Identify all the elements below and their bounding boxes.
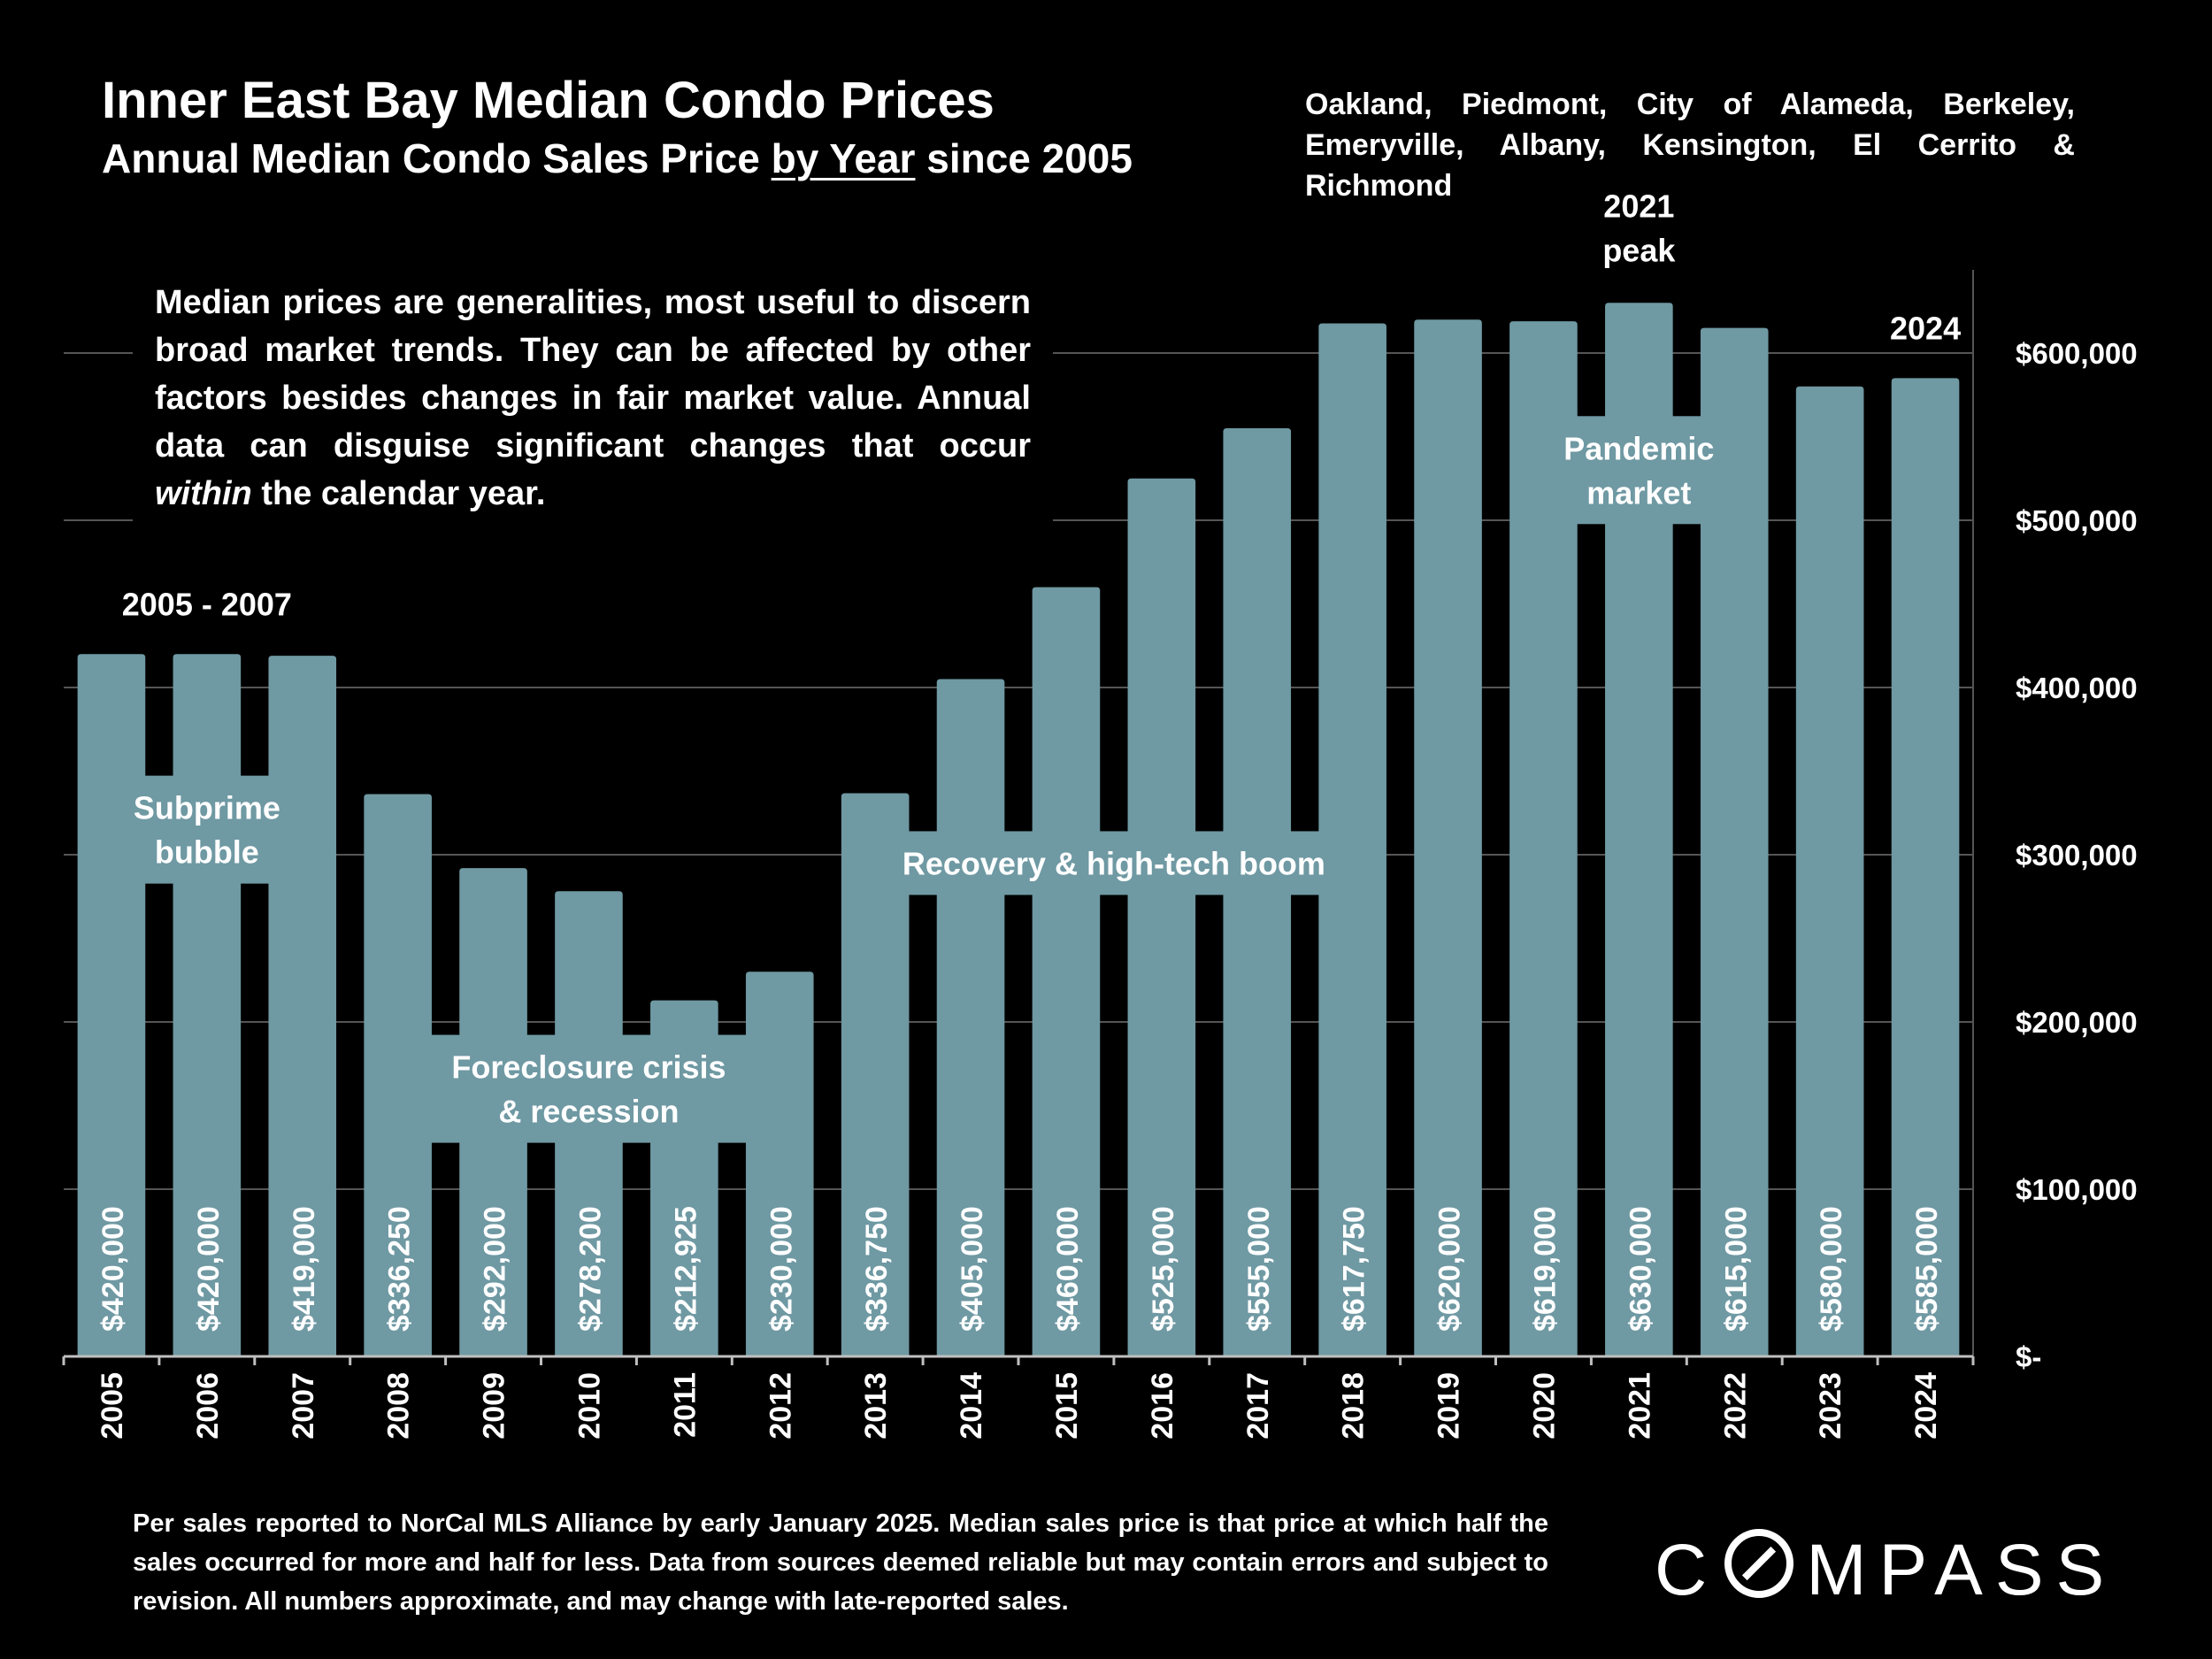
bar — [1127, 478, 1196, 1356]
x-tick-label: 2010 — [572, 1372, 606, 1440]
bar-value-label: $419,000 — [288, 1206, 321, 1332]
bar — [1414, 319, 1482, 1357]
bar-value-label: $336,750 — [860, 1206, 894, 1332]
bar — [1795, 386, 1864, 1356]
bar-value-label: $230,000 — [764, 1206, 798, 1332]
annotation-label: market — [1586, 474, 1691, 511]
subtitle-text-start: Annual Median Condo Sales Price — [102, 135, 772, 181]
bar-value-label: $620,000 — [1433, 1206, 1467, 1332]
annotation-box — [865, 831, 1362, 895]
note-text-end: the calendar year. — [251, 475, 546, 512]
x-tick-label: 2012 — [764, 1372, 797, 1440]
bar-value-label: $336,250 — [383, 1206, 417, 1332]
x-tick-label: 2014 — [955, 1372, 988, 1440]
annotation-label: 2024 — [1890, 311, 1961, 347]
bar-value-label: $460,000 — [1051, 1206, 1085, 1332]
region-list: Oakland, Piedmont, City of Alameda, Berk… — [1305, 84, 2075, 206]
footer-source-note: Per sales reported to NorCal MLS Allianc… — [133, 1509, 1548, 1616]
bar-value-label: $292,000 — [479, 1206, 512, 1332]
logo-text-start: C — [1655, 1530, 1720, 1610]
bar — [1891, 378, 1960, 1357]
y-tick-label: $200,000 — [2016, 1006, 2138, 1039]
bar-value-label: $278,200 — [573, 1206, 607, 1332]
y-tick-label: $300,000 — [2016, 839, 2138, 872]
bar-value-label: $580,000 — [1815, 1206, 1848, 1332]
y-tick-label: $600,000 — [2016, 337, 2138, 370]
logo-text-end: MPASS — [1806, 1530, 2117, 1610]
x-tick-label: 2006 — [191, 1372, 225, 1440]
page-subtitle: Annual Median Condo Sales Price by Year … — [102, 134, 1133, 182]
note-italic-text: within — [155, 475, 252, 512]
bar-value-label: $630,000 — [1624, 1206, 1657, 1332]
subtitle-text-end: since 2005 — [915, 135, 1133, 181]
x-tick-label: 2008 — [382, 1372, 416, 1440]
x-tick-label: 2017 — [1241, 1372, 1275, 1440]
annotation-label: Recovery & high-tech boom — [902, 845, 1325, 881]
x-tick-label: 2007 — [287, 1372, 320, 1440]
bar-value-label: $585,000 — [1910, 1206, 1944, 1332]
bar-value-label: $405,000 — [956, 1206, 989, 1332]
bar — [1032, 587, 1101, 1356]
bar-value-label: $555,000 — [1242, 1206, 1276, 1332]
annotation-box — [1541, 416, 1737, 525]
annotation-label: & recession — [498, 1094, 679, 1130]
x-tick-label: 2023 — [1814, 1372, 1847, 1440]
annotation-label: Pandemic — [1563, 430, 1714, 466]
bar — [1605, 303, 1673, 1356]
annotation-box — [109, 775, 304, 884]
bar-value-label: $615,000 — [1719, 1206, 1753, 1332]
x-tick-label: 2021 — [1623, 1372, 1656, 1440]
subtitle-underlined-text: by Year — [771, 135, 916, 181]
bar-value-label: $525,000 — [1147, 1206, 1180, 1332]
page-title: Inner East Bay Median Condo Prices — [102, 72, 995, 129]
annotation-label: 2021 — [1603, 188, 1674, 224]
x-tick-label: 2016 — [1146, 1372, 1179, 1440]
bar-value-label: $617,750 — [1338, 1206, 1371, 1332]
bar — [841, 793, 910, 1356]
bar-value-label: $212,925 — [669, 1206, 703, 1332]
y-tick-label: $- — [2016, 1340, 2041, 1373]
bar — [1700, 327, 1769, 1356]
x-tick-label: 2024 — [1909, 1372, 1943, 1440]
y-tick-label: $500,000 — [2016, 504, 2138, 537]
note-text-start: Median prices are generalities, most use… — [155, 284, 1031, 465]
annotation-label: peak — [1602, 232, 1676, 268]
annotation-box — [403, 1034, 775, 1143]
bar-chart: $- $100,000 $200,000 $300,000 $400,000 $500,0… — [62, 188, 2138, 1440]
x-tick-label: 2022 — [1718, 1372, 1752, 1440]
disclaimer-note: Median prices are generalities, most use… — [133, 270, 1053, 526]
bar — [364, 794, 432, 1356]
x-tick-label: 2013 — [859, 1372, 893, 1440]
x-tick-label: 2011 — [668, 1372, 702, 1438]
y-tick-label: $400,000 — [2016, 672, 2138, 704]
region-line-2: Emeryville, Albany, Kensington, El Cerri… — [1305, 128, 2075, 203]
annotation-label: Subprime — [134, 790, 280, 826]
x-tick-label: 2009 — [478, 1372, 511, 1440]
x-tick-label: 2018 — [1337, 1372, 1371, 1440]
x-tick-label: 2015 — [1050, 1372, 1084, 1440]
bar — [1509, 321, 1578, 1357]
bar-value-label: $619,000 — [1528, 1206, 1562, 1332]
compass-logo: C MPASS — [1655, 1529, 2116, 1612]
annotation-label: 2005 - 2007 — [122, 587, 292, 623]
bar-value-label: $420,000 — [96, 1206, 130, 1332]
x-tick-label: 2019 — [1432, 1372, 1466, 1440]
y-tick-label: $100,000 — [2016, 1173, 2138, 1206]
annotation-label: bubble — [155, 834, 259, 871]
bar-value-label: $420,000 — [192, 1206, 226, 1332]
x-tick-label: 2005 — [96, 1372, 129, 1440]
region-line-1: Oakland, Piedmont, City of Alameda, Berk… — [1305, 88, 2075, 121]
x-tick-label: 2020 — [1527, 1372, 1561, 1440]
annotation-label: Foreclosure crisis — [451, 1049, 726, 1086]
compass-o-icon — [1724, 1529, 1794, 1598]
